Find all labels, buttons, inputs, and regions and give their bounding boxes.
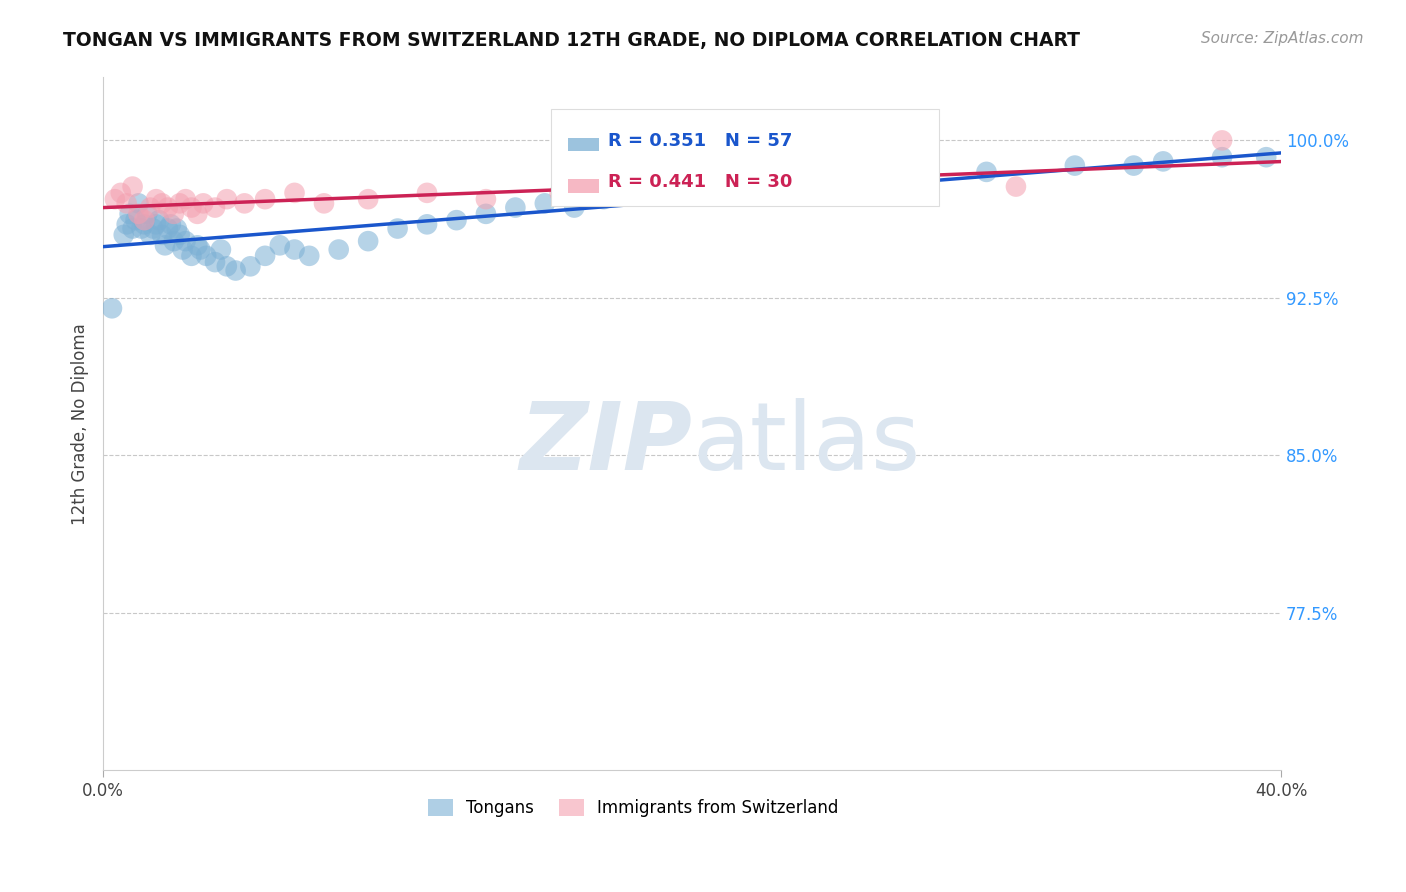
FancyBboxPatch shape (551, 109, 939, 205)
Point (145, 192, 167, 206)
Point (118, 207, 141, 221)
Point (174, 192, 197, 206)
Point (416, 218, 439, 232)
Point (651, 186, 673, 200)
Point (475, 192, 498, 206)
Point (225, 263, 247, 277)
Point (887, 171, 910, 186)
Point (233, 196, 256, 211)
Point (1152, 154, 1174, 169)
Point (312, 196, 335, 211)
Point (145, 218, 167, 232)
Point (153, 238, 176, 252)
Point (127, 196, 149, 211)
Text: R = 0.441   N = 30: R = 0.441 N = 30 (609, 173, 793, 191)
Point (204, 255, 226, 269)
Point (186, 207, 208, 221)
Point (1063, 159, 1085, 173)
Point (204, 201, 226, 215)
FancyBboxPatch shape (568, 179, 599, 193)
FancyBboxPatch shape (568, 138, 599, 152)
Point (446, 213, 468, 227)
Point (150, 227, 173, 242)
Point (215, 260, 238, 274)
Point (475, 207, 498, 221)
Point (127, 207, 149, 221)
Point (180, 201, 202, 215)
Point (101, 301, 124, 316)
Point (104, 192, 127, 206)
Point (1005, 179, 1028, 194)
Point (195, 249, 218, 263)
Point (139, 201, 162, 215)
Point (188, 243, 211, 257)
Point (1122, 159, 1144, 173)
Point (156, 201, 179, 215)
Point (298, 249, 321, 263)
Point (112, 227, 135, 242)
Point (160, 218, 183, 232)
Point (169, 227, 191, 242)
Point (592, 192, 614, 206)
Y-axis label: 12th Grade, No Diploma: 12th Grade, No Diploma (72, 323, 89, 524)
Point (505, 201, 527, 215)
Point (115, 218, 138, 232)
Point (193, 196, 215, 211)
Point (169, 196, 191, 211)
Point (710, 186, 733, 200)
Point (209, 243, 232, 257)
Point (799, 179, 821, 194)
Point (328, 243, 350, 257)
Point (163, 207, 186, 221)
Point (131, 221, 153, 235)
Point (357, 192, 380, 206)
Point (651, 186, 673, 200)
Point (387, 221, 409, 235)
Point (163, 234, 186, 248)
Point (166, 221, 188, 235)
Point (121, 221, 143, 235)
Point (769, 179, 792, 194)
Point (186, 238, 208, 252)
Point (254, 192, 277, 206)
Point (148, 213, 170, 227)
Point (156, 221, 179, 235)
Point (172, 243, 194, 257)
Point (142, 221, 165, 235)
Text: R = 0.351   N = 57: R = 0.351 N = 57 (609, 132, 793, 150)
Point (548, 186, 571, 200)
Point (150, 196, 173, 211)
Point (533, 196, 555, 211)
Point (215, 192, 238, 206)
Point (357, 234, 380, 248)
Point (115, 196, 138, 211)
Point (239, 260, 262, 274)
Point (134, 218, 156, 232)
Point (562, 201, 585, 215)
Legend: Tongans, Immigrants from Switzerland: Tongans, Immigrants from Switzerland (420, 792, 845, 824)
Point (110, 186, 132, 200)
Text: atlas: atlas (692, 399, 921, 491)
Point (1256, 150, 1278, 164)
Point (134, 213, 156, 227)
Point (136, 207, 159, 221)
Point (416, 186, 439, 200)
Point (180, 249, 202, 263)
Text: ZIP: ZIP (519, 399, 692, 491)
Point (254, 249, 277, 263)
Point (283, 186, 305, 200)
Point (976, 165, 998, 179)
Point (174, 234, 197, 248)
Point (1211, 150, 1233, 164)
Point (269, 238, 291, 252)
Text: Source: ZipAtlas.com: Source: ZipAtlas.com (1201, 31, 1364, 46)
Text: TONGAN VS IMMIGRANTS FROM SWITZERLAND 12TH GRADE, NO DIPLOMA CORRELATION CHART: TONGAN VS IMMIGRANTS FROM SWITZERLAND 12… (63, 31, 1080, 50)
Point (283, 243, 305, 257)
Point (139, 227, 162, 242)
Point (121, 179, 143, 194)
Point (828, 175, 851, 189)
Point (124, 213, 146, 227)
Point (1211, 133, 1233, 147)
